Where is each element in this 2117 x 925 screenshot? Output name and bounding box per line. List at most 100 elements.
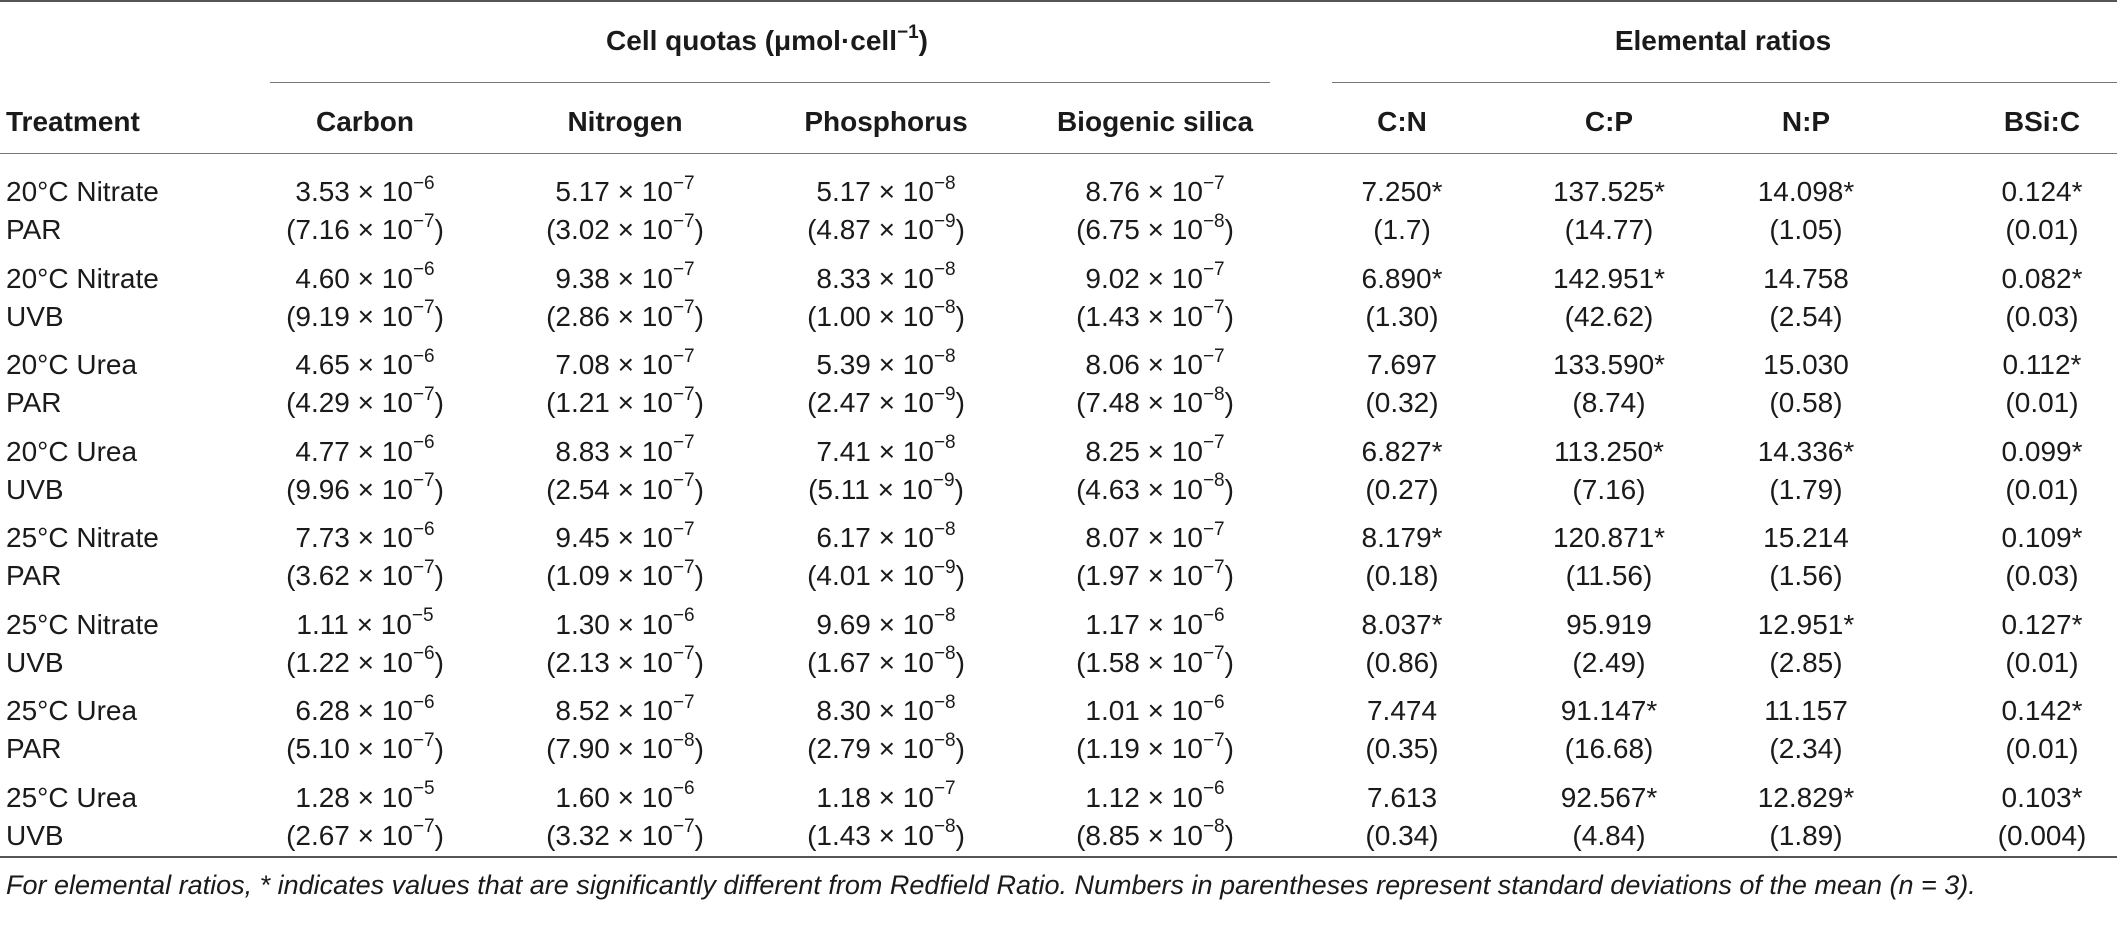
phosphorus-sd-close: ) xyxy=(954,473,964,505)
column-header-biogenic-silica: Biogenic silica xyxy=(1056,106,1254,137)
treatment-label: 20°C Urea xyxy=(6,435,138,467)
bsi-c-ratio-sd: (0.01) xyxy=(2005,733,2079,764)
treatment-light: PAR xyxy=(6,560,62,591)
phosphorus-sd-exponent: −9 xyxy=(933,556,956,578)
bsi-c-ratio-mean: 0.082* xyxy=(2001,262,2083,294)
treatment-label: 25°C Urea xyxy=(6,781,138,813)
carbon-quota-sd: (4.29 × 10−7) xyxy=(286,385,444,420)
bsi-c-ratio-mean: 0.127* xyxy=(2001,608,2083,640)
nitrogen-quota-mean: 5.17 × 10−7 xyxy=(555,174,694,209)
biogenic-silica-mean-exponent: −6 xyxy=(1202,778,1225,800)
phosphorus-sd-close: ) xyxy=(955,646,965,678)
biogenic-silica-quota-mean: 9.02 × 10−7 xyxy=(1085,260,1224,296)
carbon-mean-mantissa: 1.11 × 10 xyxy=(296,608,412,640)
biogenic-silica-mean-exponent: −6 xyxy=(1202,691,1225,713)
c-p-ratio-sd: (8.74) xyxy=(1572,387,1646,418)
c-p-ratio-sd: (7.16) xyxy=(1572,473,1646,505)
column-header-c-n: C:N xyxy=(1377,106,1427,137)
biogenic-silica-quota-sd: (6.75 × 10−8) xyxy=(1076,212,1234,247)
biogenic-silica-sd-exponent: −8 xyxy=(1202,816,1225,838)
carbon-sd-mantissa: (7.16 × 10 xyxy=(286,214,413,245)
n-p-ratio-mean: 11.157 xyxy=(1764,695,1848,726)
n-p-ratio-sd: (2.85) xyxy=(1769,646,1843,678)
nitrogen-sd-close: ) xyxy=(694,560,704,591)
column-header-c-p: C:P xyxy=(1584,106,1634,137)
nitrogen-quota-mean: 8.83 × 10−7 xyxy=(555,433,694,469)
phosphorus-sd-mantissa: (2.47 × 10 xyxy=(807,387,934,418)
nitrogen-sd-exponent: −7 xyxy=(672,643,695,665)
phosphorus-mean-exponent: −8 xyxy=(933,172,956,194)
carbon-quota-sd: (9.19 × 10−7) xyxy=(286,297,444,334)
nitrogen-mean-mantissa: 1.60 × 10 xyxy=(555,781,673,813)
c-p-ratio-mean: 133.590* xyxy=(1552,349,1666,380)
phosphorus-mean-exponent: −8 xyxy=(933,605,956,627)
phosphorus-sd-exponent: −9 xyxy=(933,383,956,405)
phosphorus-sd-mantissa: (4.87 × 10 xyxy=(807,214,934,245)
carbon-mean-mantissa: 4.65 × 10 xyxy=(295,349,413,380)
biogenic-silica-quota-mean: 8.25 × 10−7 xyxy=(1085,433,1224,469)
n-p-ratio-mean: 14.336* xyxy=(1757,435,1855,467)
nitrogen-sd-exponent: −7 xyxy=(672,470,695,492)
c-n-ratio-mean: 6.827* xyxy=(1361,435,1443,467)
biogenic-silica-mean-exponent: −7 xyxy=(1202,345,1225,367)
n-p-ratio-sd: (1.89) xyxy=(1769,819,1843,851)
treatment-light: UVB xyxy=(6,473,64,505)
biogenic-silica-quota-sd: (1.97 × 10−7) xyxy=(1076,556,1234,593)
biogenic-silica-sd-close: ) xyxy=(1224,387,1234,418)
carbon-mean-exponent: −6 xyxy=(412,259,435,281)
phosphorus-sd-mantissa: (1.00 × 10 xyxy=(807,300,934,332)
n-p-ratio-sd: (1.56) xyxy=(1769,560,1843,591)
carbon-sd-exponent: −7 xyxy=(412,556,435,578)
c-p-ratio-mean: 91.147* xyxy=(1560,695,1658,726)
nitrogen-sd-mantissa: (1.09 × 10 xyxy=(546,560,673,591)
biogenic-silica-mean-exponent: −7 xyxy=(1202,172,1225,194)
nitrogen-mean-exponent: −7 xyxy=(672,345,695,367)
biogenic-silica-mean-mantissa: 8.07 × 10 xyxy=(1085,522,1203,553)
c-p-ratio-sd: (16.68) xyxy=(1564,733,1654,764)
carbon-sd-mantissa: (4.29 × 10 xyxy=(286,387,413,418)
nitrogen-quota-mean: 1.60 × 10−6 xyxy=(555,779,694,815)
biogenic-silica-sd-close: ) xyxy=(1224,819,1234,851)
phosphorus-quota-sd: (1.67 × 10−8) xyxy=(807,644,965,680)
carbon-sd-exponent: −7 xyxy=(412,210,435,232)
carbon-sd-close: ) xyxy=(434,473,444,505)
carbon-sd-exponent: −7 xyxy=(412,470,435,492)
carbon-quota-sd: (9.96 × 10−7) xyxy=(286,470,444,507)
carbon-quota-mean: 4.77 × 10−6 xyxy=(295,433,434,469)
carbon-sd-mantissa: (9.96 × 10 xyxy=(286,473,413,505)
carbon-mean-exponent: −6 xyxy=(412,172,435,194)
phosphorus-mean-exponent: −7 xyxy=(933,778,956,800)
nitrogen-sd-mantissa: (2.86 × 10 xyxy=(546,300,673,332)
c-n-ratio-sd: (0.18) xyxy=(1365,560,1439,591)
phosphorus-mean-mantissa: 5.39 × 10 xyxy=(816,349,934,380)
biogenic-silica-sd-mantissa: (1.97 × 10 xyxy=(1076,560,1203,591)
quotas-group-rule xyxy=(270,82,1270,83)
carbon-sd-exponent: −7 xyxy=(412,297,435,319)
carbon-sd-mantissa: (2.67 × 10 xyxy=(286,819,413,851)
bsi-c-ratio-mean: 0.103* xyxy=(2001,781,2083,813)
n-p-ratio-sd: (1.79) xyxy=(1769,473,1843,505)
nitrogen-sd-exponent: −7 xyxy=(672,210,695,232)
c-p-ratio-mean: 142.951* xyxy=(1552,262,1666,294)
biogenic-silica-sd-exponent: −7 xyxy=(1202,556,1225,578)
c-n-ratio-sd: (0.34) xyxy=(1365,819,1439,851)
phosphorus-sd-exponent: −9 xyxy=(932,470,955,492)
carbon-quota-sd: (1.22 × 10−6) xyxy=(286,644,444,680)
phosphorus-quota-mean: 1.18 × 10−7 xyxy=(816,778,956,815)
biogenic-silica-quota-sd: (4.63 × 10−8) xyxy=(1076,470,1234,507)
biogenic-silica-sd-exponent: −8 xyxy=(1202,470,1225,492)
nitrogen-sd-close: ) xyxy=(694,387,704,418)
bsi-c-ratio-mean: 0.109* xyxy=(2001,522,2083,553)
n-p-ratio-mean: 12.829* xyxy=(1757,781,1855,813)
bsi-c-ratio-sd: (0.01) xyxy=(2005,214,2079,245)
carbon-quota-sd: (2.67 × 10−7) xyxy=(286,817,444,853)
phosphorus-mean-mantissa: 8.30 × 10 xyxy=(816,695,934,726)
c-p-ratio-sd: (42.62) xyxy=(1564,300,1654,332)
phosphorus-quota-sd: (2.47 × 10−9) xyxy=(807,383,965,420)
phosphorus-mean-exponent: −8 xyxy=(933,518,956,540)
nitrogen-mean-exponent: −6 xyxy=(672,605,695,627)
biogenic-silica-quota-mean: 1.12 × 10−6 xyxy=(1085,778,1225,815)
c-n-ratio-sd: (0.86) xyxy=(1365,646,1439,678)
carbon-quota-mean: 3.53 × 10−6 xyxy=(295,172,435,209)
treatment-label: 25°C Nitrate xyxy=(6,522,159,553)
